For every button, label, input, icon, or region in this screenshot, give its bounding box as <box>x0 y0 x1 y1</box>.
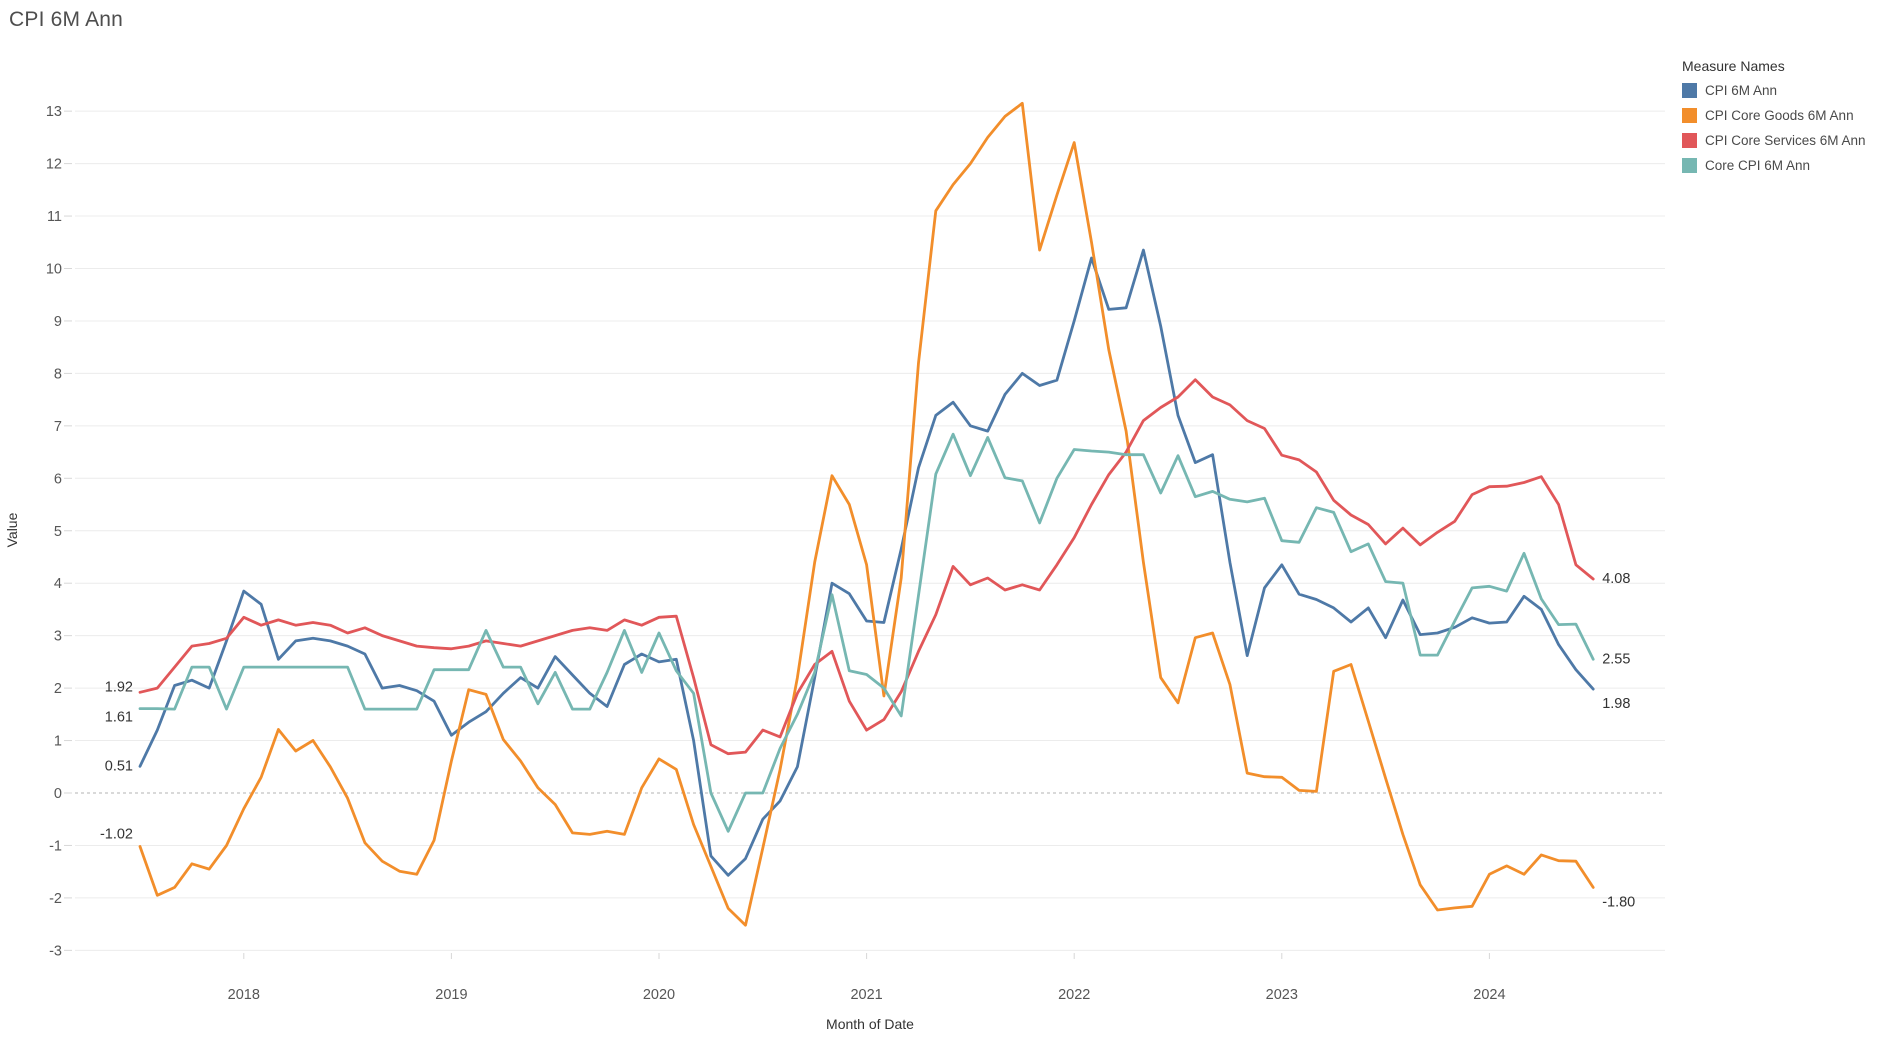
series-end-label: 1.98 <box>1602 696 1630 712</box>
page-title: CPI 6M Ann <box>9 8 124 31</box>
y-axis-tick-label: -2 <box>49 891 62 907</box>
y-axis-tick-label: 3 <box>54 629 62 645</box>
series-start-label: 1.92 <box>105 679 133 695</box>
legend-item-cpi-core-services-6m-ann[interactable]: CPI Core Services 6M Ann <box>1682 133 1882 148</box>
y-axis-tick-label: 11 <box>47 209 62 225</box>
series-end-label: 2.55 <box>1602 651 1630 667</box>
gridlines <box>64 110 1665 951</box>
series-end-label: -1.80 <box>1602 894 1635 910</box>
y-axis-tick-label: 8 <box>54 366 62 382</box>
y-axis-tick-label: 0 <box>54 786 62 802</box>
legend-item-label: CPI 6M Ann <box>1705 83 1778 98</box>
legend-item-cpi-core-goods-6m-ann[interactable]: CPI Core Goods 6M Ann <box>1682 108 1882 123</box>
series-line-cpi-core-services-6m-ann[interactable] <box>138 378 1595 756</box>
legend-swatch <box>1682 158 1697 173</box>
y-axis-tick-label: 12 <box>46 157 62 173</box>
y-axis-title: Value <box>4 512 20 548</box>
legend-swatch <box>1682 133 1697 148</box>
y-axis-tick-label: -1 <box>49 838 62 854</box>
legend-swatch <box>1682 108 1697 123</box>
x-axis-tick-label: 2024 <box>1473 987 1505 1003</box>
series-line-cpi-core-goods-6m-ann[interactable] <box>138 101 1595 927</box>
y-axis-tick-label: 7 <box>54 419 62 435</box>
series-line-core-cpi-6m-ann[interactable] <box>138 432 1595 833</box>
y-axis-tick-label: 2 <box>54 681 62 697</box>
x-axis-tick-label: 2021 <box>850 987 882 1003</box>
legend-title: Measure Names <box>1682 58 1785 74</box>
y-axis-tick-label: 6 <box>54 471 62 487</box>
x-axis-tick-label: 2022 <box>1058 987 1090 1003</box>
series-end-label: 4.08 <box>1602 571 1630 587</box>
y-axis-tick-label: 10 <box>46 262 62 278</box>
x-axis-tick-label: 2018 <box>228 987 260 1003</box>
legend-item-core-cpi-6m-ann[interactable]: Core CPI 6M Ann <box>1682 158 1882 173</box>
series-start-label: 0.51 <box>105 758 133 774</box>
x-axis-tick-label: 2019 <box>435 987 467 1003</box>
series-line-cpi-6m-ann[interactable] <box>138 248 1595 877</box>
x-axis-tick-label: 2023 <box>1266 987 1298 1003</box>
y-axis-tick-label: -3 <box>49 943 62 959</box>
y-axis-tick-label: 4 <box>54 576 62 592</box>
x-axis-title: Month of Date <box>826 1016 914 1032</box>
legend-swatch <box>1682 83 1697 98</box>
series-start-label: -1.02 <box>100 826 133 842</box>
y-axis-tick-label: 9 <box>54 314 62 330</box>
legend: Measure Names CPI 6M Ann CPI Core Goods 6… <box>1682 58 1882 183</box>
legend-item-label: Core CPI 6M Ann <box>1705 158 1811 173</box>
y-axis-tick-label: 1 <box>54 734 62 750</box>
legend-item-label: CPI Core Services 6M Ann <box>1705 133 1866 148</box>
series-start-label: 1.61 <box>105 710 133 726</box>
x-axis-tick-label: 2020 <box>643 987 675 1003</box>
y-axis-tick-label: 13 <box>46 104 62 120</box>
legend-item-label: CPI Core Goods 6M Ann <box>1705 108 1854 123</box>
y-axis-tick-label: 5 <box>54 524 62 540</box>
legend-item-cpi-6m-ann[interactable]: CPI 6M Ann <box>1682 83 1882 98</box>
